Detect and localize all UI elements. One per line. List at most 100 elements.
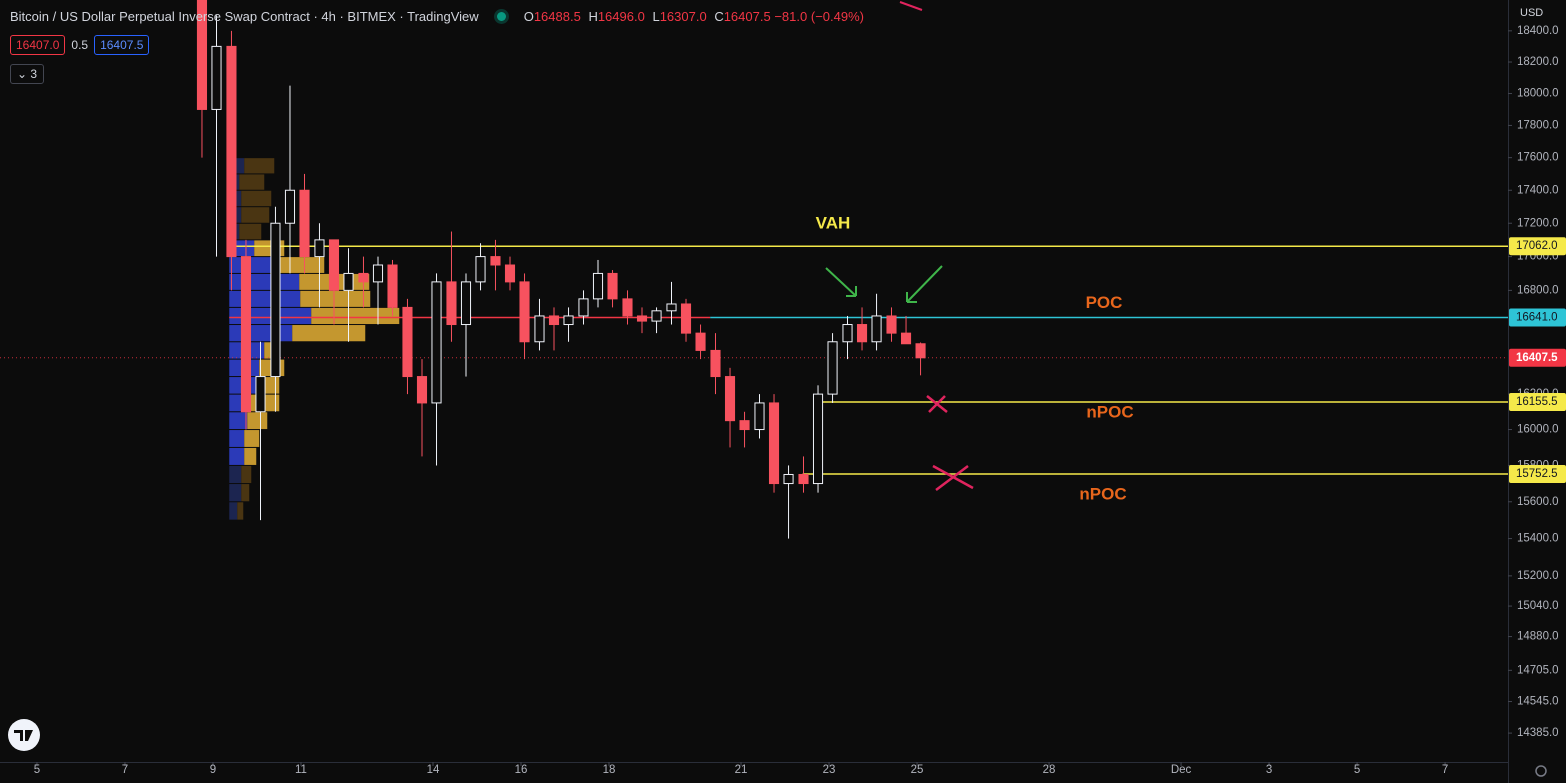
candle-body (416, 376, 428, 404)
x-tick-label: 16 (515, 764, 528, 776)
axis-unit: USD (1520, 7, 1543, 19)
profile-up (229, 325, 293, 342)
profile-down (239, 223, 262, 240)
profile-up (229, 273, 300, 290)
candle-body (534, 315, 545, 343)
profile-down (292, 325, 366, 342)
profile-down (241, 190, 272, 207)
candle-body (680, 303, 692, 334)
cross-drawing (926, 395, 948, 413)
candle-body (768, 402, 780, 485)
profile-down (244, 158, 275, 174)
candle-body (431, 281, 442, 404)
y-tick-label: 18400.0 (1517, 25, 1559, 37)
level-annotation: POC (1086, 293, 1123, 312)
arrow-drawing (825, 267, 857, 297)
indicator-count: 3 (30, 67, 38, 81)
level-annotation: nPOC (1079, 485, 1126, 504)
x-tick-label: 25 (911, 764, 924, 776)
y-tick-label: 15040.0 (1517, 600, 1559, 612)
candle-body (695, 332, 706, 351)
candle-body (812, 393, 824, 485)
legend-value: 16488.5 (533, 9, 581, 24)
x-tick-label: 23 (823, 764, 836, 776)
candle-body (871, 315, 882, 343)
candle-body (798, 473, 809, 485)
profile-down (241, 465, 252, 484)
candle-body (548, 315, 560, 326)
y-tick-label: 17800.0 (1517, 119, 1559, 131)
settings-icon[interactable] (1535, 765, 1547, 777)
x-tick-label: Dec (1171, 764, 1192, 776)
price-tag-label: 16407.5 (1516, 352, 1558, 364)
price-tag-label: 15752.5 (1516, 468, 1558, 480)
price-tag-label: 16155.5 (1516, 396, 1558, 408)
profile-down (247, 412, 268, 430)
legend-value: 16407.5 (723, 9, 771, 24)
y-tick-label: 16800.0 (1517, 284, 1559, 296)
symbol-title: Bitcoin / US Dollar Perpetual Inverse Sw… (10, 9, 479, 24)
candle-body (578, 298, 589, 317)
axes: USD 18400.0 18200.0 18000.0 17800.0 17600.0 17… (34, 7, 1566, 776)
y-tick-label: 17400.0 (1517, 184, 1559, 196)
x-tick-label: 18 (603, 764, 616, 776)
candle-body (490, 256, 501, 266)
x-tick-label: 7 (1442, 764, 1448, 776)
profile-down (241, 484, 250, 502)
legend-change: −81.0 (774, 9, 808, 24)
candle-body (783, 473, 794, 485)
cross-drawing (932, 464, 974, 491)
profile-up (229, 430, 245, 447)
y-tick-label: 15600.0 (1517, 496, 1559, 508)
candle-body (856, 324, 868, 343)
bid-button[interactable]: 16407.0 (10, 35, 66, 55)
logo-mark (14, 730, 33, 741)
line-drawing (899, 1, 923, 11)
candle-body (592, 272, 604, 300)
candle-body (842, 324, 853, 343)
candle-body (724, 376, 736, 422)
price-tag (1509, 348, 1566, 367)
y-tick-label: 14880.0 (1517, 631, 1559, 643)
profile-down (264, 342, 273, 359)
x-tick-label: 7 (122, 764, 128, 776)
logo[interactable] (8, 719, 40, 751)
legend-key: H (588, 9, 598, 24)
candle-body (651, 310, 662, 322)
y-tick-label: 18200.0 (1517, 56, 1559, 68)
x-tick-label: 21 (735, 764, 748, 776)
profile-up (229, 290, 301, 307)
level-annotation: VAH (816, 214, 851, 233)
candle-body (607, 272, 618, 300)
price-tag (1509, 308, 1566, 327)
legend-change-pct: (−0.49%) (810, 9, 864, 24)
candle-body (226, 45, 237, 258)
trade-panel: 16407.0 0.5 16407.5 (10, 35, 150, 55)
plot-area: VAH POC nPOC nPOC (0, 0, 1508, 539)
price-tag-label: 17062.0 (1516, 240, 1558, 252)
price-tag (1509, 392, 1566, 411)
y-tick-label: 14545.0 (1517, 696, 1559, 708)
profile-down (311, 307, 400, 325)
x-tick-label: 5 (34, 764, 40, 776)
price-tag (1509, 237, 1566, 256)
y-tick-label: 15200.0 (1517, 570, 1559, 582)
ask-button[interactable]: 16407.5 (94, 35, 150, 55)
candle-body (358, 272, 369, 283)
status-dot (496, 12, 506, 21)
candle-body (460, 281, 472, 326)
level-annotation: nPOC (1086, 402, 1133, 421)
legend-key: O (523, 9, 534, 24)
x-tick-label: 11 (295, 764, 307, 776)
y-tick-label: 17600.0 (1517, 152, 1559, 164)
candle-body (710, 349, 721, 378)
x-tick-label: 5 (1354, 764, 1360, 776)
indicator-toggle[interactable]: ⌄ 3 (10, 64, 45, 84)
profile-down (244, 447, 257, 465)
candle-body (240, 256, 252, 413)
candle-body (827, 341, 838, 395)
candle-body (314, 239, 325, 258)
profile-up (229, 484, 242, 502)
profile-up (229, 465, 242, 484)
